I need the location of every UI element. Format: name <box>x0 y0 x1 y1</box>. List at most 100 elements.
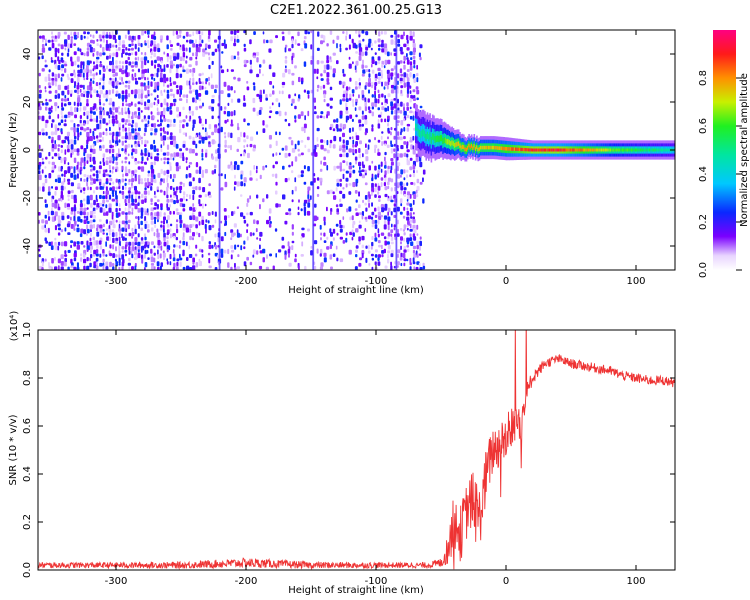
spectrogram-track-cell <box>628 148 630 152</box>
spectrogram-cell <box>371 59 375 64</box>
spectrogram-cell <box>371 42 373 47</box>
spectrogram-cell <box>89 60 92 64</box>
spectrogram-cell <box>57 177 61 183</box>
spectrogram-cell <box>128 72 130 77</box>
spectrogram-cell <box>338 148 342 152</box>
spectrogram-cell <box>96 231 100 237</box>
spectrogram-cell <box>178 111 182 117</box>
spectrogram-cell <box>192 82 195 86</box>
spectrogram-track-cell <box>467 146 469 150</box>
spectrogram-cell <box>236 39 240 43</box>
spectrogram-cell <box>143 244 147 249</box>
spectrogram-cell <box>416 170 418 174</box>
spectrogram-cell <box>368 263 371 266</box>
spectrogram-cell <box>64 136 68 140</box>
spectrogram-cell <box>150 263 155 266</box>
spectrogram-cell <box>393 135 396 140</box>
spectrogram-track-cell <box>435 135 438 143</box>
spectrogram-cell <box>262 198 265 203</box>
spectrogram-cell <box>175 190 178 193</box>
spectrogram-cell <box>76 244 80 250</box>
spectrogram-cell <box>38 144 41 150</box>
spectrogram-track-cell <box>613 148 616 152</box>
spectrogram-cell <box>115 195 118 200</box>
spectrogram-cell <box>409 203 413 207</box>
spectrogram-cell <box>294 143 297 150</box>
spectrogram-cell <box>80 253 83 257</box>
spectrogram-cell <box>422 177 424 183</box>
snr-y-scale-note: (x10⁴) <box>9 311 20 342</box>
spectrogram-cell <box>326 43 329 47</box>
spectrogram-cell <box>406 224 409 228</box>
spectrogram-cell <box>409 35 413 41</box>
spectrogram-cell <box>320 262 324 267</box>
spectrogram-cell <box>38 56 41 60</box>
spectrogram-cell <box>50 109 53 113</box>
spectrogram-cell <box>386 181 390 186</box>
spectrogram-cell <box>275 253 277 258</box>
spectrogram-cell <box>300 254 304 257</box>
spectrogram-cell <box>406 86 410 91</box>
spectrogram-cell <box>259 89 262 96</box>
spectrogram-cell <box>198 93 202 97</box>
spectrogram-cell <box>115 52 119 58</box>
spectrogram-cell <box>89 128 92 134</box>
spectrogram-cell <box>233 232 236 236</box>
spectrogram-cell <box>351 98 354 104</box>
spectrogram-cell <box>93 261 97 267</box>
spectrogram-cell <box>76 89 80 95</box>
spectrogram-cell <box>57 105 60 109</box>
spectrogram-cell <box>374 40 377 44</box>
spectrogram-cell <box>345 152 349 158</box>
spectrogram-cell <box>355 86 358 90</box>
spectrogram-cell <box>157 47 161 53</box>
spectrogram-cell <box>182 119 186 123</box>
spectrogram-cell <box>406 77 410 82</box>
spectrogram-cell <box>201 254 204 258</box>
spectrogram-cell <box>163 170 166 176</box>
spectrogram-track-cell <box>649 148 651 152</box>
spectrogram-cell <box>44 228 48 233</box>
spectrogram-cell <box>112 244 114 250</box>
spectrogram-cell <box>393 65 396 70</box>
spectrogram-cell <box>54 35 57 40</box>
spectrogram-cell <box>422 265 426 270</box>
spectrogram-cell <box>179 253 181 259</box>
spectrogram-cell <box>162 135 167 141</box>
spectrogram-cell <box>48 186 51 192</box>
spectrogram-cell <box>146 208 149 213</box>
spectrogram-cell <box>365 143 367 148</box>
spectrogram-cell <box>297 140 300 146</box>
spectrogram-cell <box>234 262 236 269</box>
spectrogram-cell <box>233 76 236 80</box>
spectrogram-cell <box>227 145 231 149</box>
spectrogram-cell <box>147 60 150 64</box>
spectrogram-cell <box>105 211 109 216</box>
spectrogram-cell <box>99 61 102 64</box>
spectrogram-track-cell <box>516 147 518 151</box>
spectrogram-cell <box>207 135 211 139</box>
spectrogram-cell <box>51 186 53 189</box>
spectrogram-cell <box>63 178 66 183</box>
spectrogram-x-ticks: -300 -200 -100 0 100 <box>105 30 646 287</box>
spectrogram-cell <box>76 152 80 156</box>
spectrogram-cell <box>127 48 131 51</box>
spectrogram-cell <box>391 223 393 228</box>
spectrogram-cell <box>303 89 306 93</box>
spectrogram-cell <box>400 241 402 245</box>
spectrogram-cell <box>96 173 99 179</box>
spectrogram-cell <box>368 38 372 44</box>
spectrogram-cell <box>51 77 55 81</box>
spectrogram-cell <box>364 131 367 136</box>
spectrogram-cell <box>396 147 399 152</box>
spectrogram-cell <box>374 183 377 188</box>
spectrogram-cell <box>202 127 204 130</box>
spectrogram-cell <box>278 102 281 108</box>
spectrogram-cell <box>249 136 254 141</box>
spectrogram-cell <box>38 212 41 216</box>
spectrogram-cell <box>326 64 330 70</box>
spectrogram-cell <box>195 186 198 191</box>
spectrogram-cell <box>80 145 84 150</box>
spectrogram-cell <box>45 106 48 111</box>
spectrogram-cell <box>147 173 150 177</box>
